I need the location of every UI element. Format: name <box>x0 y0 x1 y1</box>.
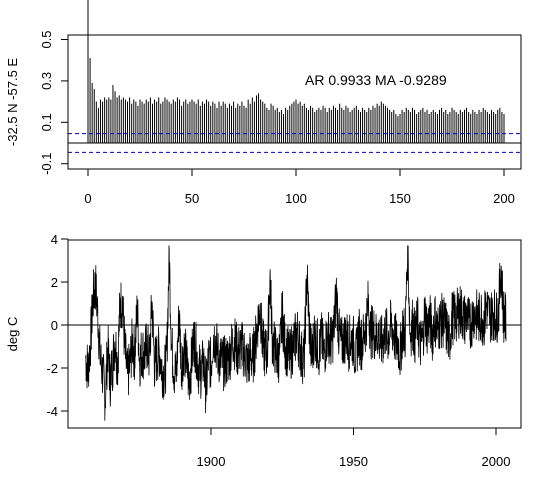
timeseries-y-tick-label: 2 <box>51 275 58 290</box>
temperature-series-line <box>85 245 507 421</box>
timeseries-y-tick-label: -4 <box>46 404 58 419</box>
timeseries-y-axis: -4 -2 0 2 4 <box>46 232 69 419</box>
timeseries-x-tick-label: 1950 <box>339 454 368 469</box>
timeseries-panel: 1900 1950 2000 -4 -2 0 2 4 deg C <box>5 232 522 469</box>
acf-y-tick-label: 0.3 <box>39 72 54 90</box>
acf-x-tick-label: 0 <box>84 191 91 206</box>
timeseries-y-tick-label: 4 <box>51 232 58 247</box>
acf-panel: 0 50 100 150 200 -0.1 0.1 0.3 0.5 AR 0.9933 MA … <box>5 0 522 206</box>
timeseries-y-axis-title: deg C <box>5 317 20 352</box>
timeseries-x-tick-label: 2000 <box>482 454 511 469</box>
acf-x-tick-label: 50 <box>185 191 199 206</box>
acf-bars <box>87 0 505 143</box>
acf-x-tick-label: 100 <box>285 191 307 206</box>
timeseries-x-axis: 1900 1950 2000 <box>197 427 511 469</box>
acf-y-axis-title: -32.5 N -57.5 E <box>5 58 20 146</box>
acf-y-axis: -0.1 0.1 0.3 0.5 <box>39 30 69 175</box>
acf-y-tick-label: -0.1 <box>39 152 54 174</box>
acf-y-tick-label: 0.5 <box>39 30 54 48</box>
timeseries-y-tick-label: -2 <box>46 361 58 376</box>
acf-annotation: AR 0.9933 MA -0.9289 <box>305 72 447 88</box>
acf-x-axis: 0 50 100 150 200 <box>84 168 515 206</box>
acf-x-tick-label: 150 <box>389 191 411 206</box>
acf-x-tick-label: 200 <box>493 191 515 206</box>
timeseries-x-tick-label: 1900 <box>197 454 226 469</box>
acf-y-tick-label: 0.1 <box>39 113 54 131</box>
timeseries-y-tick-label: 0 <box>51 318 58 333</box>
